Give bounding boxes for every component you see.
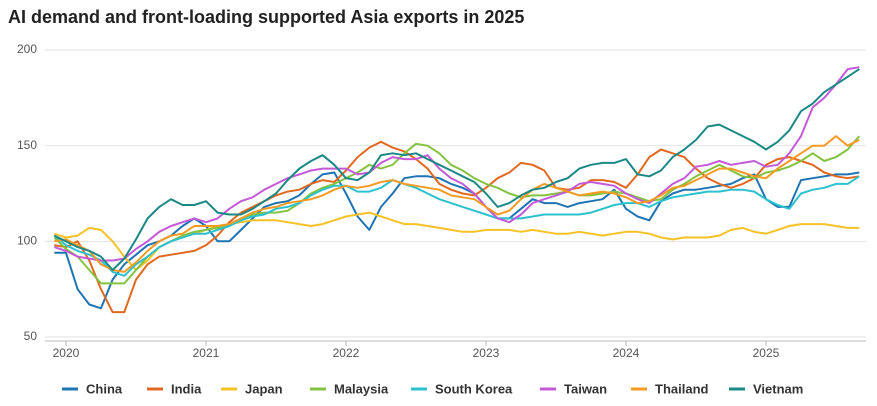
y-tick-label: 50 [24, 329, 38, 343]
chart-title: AI demand and front-loading supported As… [8, 7, 524, 27]
legend-label: Taiwan [564, 381, 607, 396]
legend-label: Malaysia [334, 381, 389, 396]
y-tick-label: 200 [17, 42, 37, 56]
series-line [54, 140, 860, 314]
series-line [53, 135, 861, 285]
x-tick-label: 2021 [193, 346, 220, 360]
legend-label: India [171, 381, 202, 396]
x-tick-label: 2024 [613, 346, 640, 360]
x-tick-label: 2025 [753, 346, 780, 360]
legend-label: China [86, 381, 123, 396]
x-tick-label: 2022 [333, 346, 360, 360]
series-line [53, 68, 860, 271]
y-tick-label: 100 [17, 234, 37, 248]
series-line [53, 175, 860, 277]
x-tick-label: 2023 [473, 346, 500, 360]
legend-label: Vietnam [753, 381, 803, 396]
legend-label: Japan [245, 381, 283, 396]
legend-label: South Korea [435, 381, 513, 396]
series-line [53, 66, 860, 262]
y-tick-label: 150 [17, 138, 37, 152]
series-line [54, 135, 860, 273]
x-tick-label: 2020 [53, 346, 80, 360]
legend-label: Thailand [655, 381, 709, 396]
